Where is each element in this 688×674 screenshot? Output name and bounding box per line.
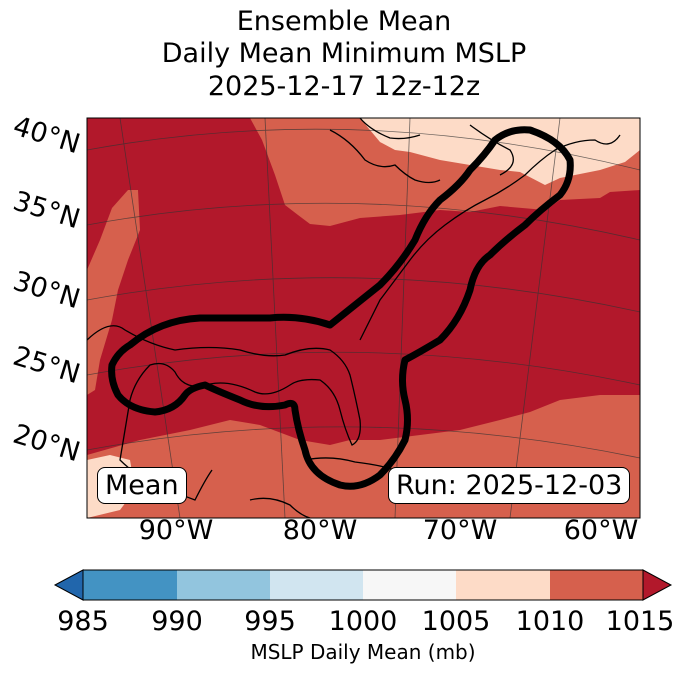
colorbar-bin-1000-1005 <box>363 570 456 600</box>
title-line-1: Ensemble Mean <box>236 6 452 37</box>
lon-label-60w: 60°W <box>563 515 639 546</box>
ensemble-contour <box>108 126 574 490</box>
run-date-label-box: Run: 2025-12-03 <box>388 467 631 504</box>
colorbar-tick-985: 985 <box>57 606 109 637</box>
colorbar-tick-995: 995 <box>244 606 296 637</box>
colorbar-tick-1015: 1015 <box>605 606 675 637</box>
coastlines <box>87 118 621 518</box>
colorbar-tick-1010: 1010 <box>515 606 585 637</box>
colorbar <box>53 569 673 601</box>
colorbar-bin-1005-1010 <box>456 570 550 600</box>
colorbar-extend-low <box>53 569 84 601</box>
colorbar-tick-990: 990 <box>151 606 203 637</box>
colorbar-bin-985-990 <box>83 570 177 600</box>
lon-label-90w: 90°W <box>138 515 214 546</box>
title-line-2: Daily Mean Minimum MSLP <box>161 38 527 69</box>
colorbar-bin-990-995 <box>177 570 270 600</box>
colorbar-tick-1005: 1005 <box>421 606 491 637</box>
pressure-field-1010-west <box>87 190 140 395</box>
mean-label-box: Mean <box>97 467 187 504</box>
colorbar-bin-1010-1015 <box>550 570 643 600</box>
colorbar-tick-1000: 1000 <box>328 606 398 637</box>
colorbar-bin-995-1000 <box>270 570 363 600</box>
lon-label-70w: 70°W <box>422 515 498 546</box>
map-frame <box>86 117 641 519</box>
colorbar-label: MSLP Daily Mean (mb) <box>250 640 476 664</box>
colorbar-extend-high <box>642 569 673 601</box>
title-line-3: 2025-12-17 12z-12z <box>207 71 481 102</box>
lon-label-80w: 80°W <box>282 515 358 546</box>
